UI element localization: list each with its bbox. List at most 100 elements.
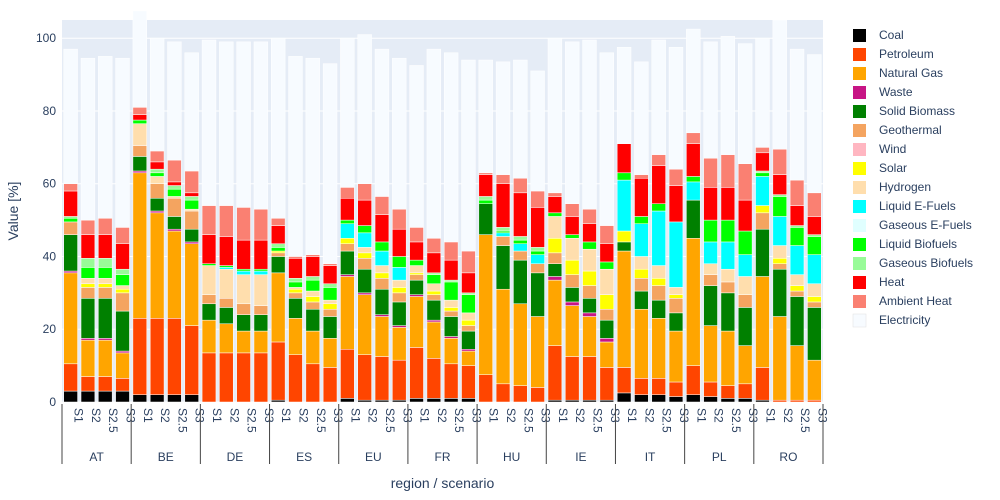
bar-segment-liquid-e-fuels[interactable] xyxy=(219,267,234,270)
bar-segment-electricity[interactable] xyxy=(599,52,614,226)
bar-segment-liquid-e-fuels[interactable] xyxy=(357,232,372,248)
bar-segment-heat[interactable] xyxy=(668,185,684,223)
bar-segment-geothermal[interactable] xyxy=(167,198,182,217)
bar-segment-natural-gas[interactable] xyxy=(738,345,753,385)
bar-segment-liquid-e-fuels[interactable] xyxy=(651,210,666,266)
bar-segment-solar[interactable] xyxy=(409,272,424,275)
bar-segment-solid-biomass[interactable] xyxy=(651,299,666,319)
bar-segment-hydrogen[interactable] xyxy=(219,268,234,299)
bar-segment-geothermal[interactable] xyxy=(599,308,614,321)
bar-segment-hydrogen[interactable] xyxy=(80,278,96,285)
bar-segment-geothermal[interactable] xyxy=(668,298,684,314)
bar-segment-ambient-heat[interactable] xyxy=(495,174,511,184)
bar-segment-liquid-e-fuels[interactable] xyxy=(789,245,805,275)
bar-segment-geothermal[interactable] xyxy=(634,278,649,292)
bar-segment-coal[interactable] xyxy=(686,394,701,403)
bar-segment-heat[interactable] xyxy=(132,114,147,121)
bar-segment-geothermal[interactable] xyxy=(80,287,96,299)
bar-segment-natural-gas[interactable] xyxy=(616,250,632,368)
bar-segment-liquid-e-fuels[interactable] xyxy=(236,270,251,275)
bar-segment-geothermal[interactable] xyxy=(201,294,217,305)
bar-segment-electricity[interactable] xyxy=(374,48,390,197)
bar-segment-geothermal[interactable] xyxy=(288,292,303,299)
bar-segment-petroleum[interactable] xyxy=(115,378,130,392)
bar-segment-liquid-biofuels[interactable] xyxy=(253,268,269,272)
bar-segment-gaseous-biofuels[interactable] xyxy=(167,185,182,190)
bar-segment-solid-biomass[interactable] xyxy=(253,314,269,332)
bar-segment-geothermal[interactable] xyxy=(63,221,78,235)
bar-segment-hydrogen[interactable] xyxy=(565,238,580,261)
bar-segment-solid-biomass[interactable] xyxy=(634,290,649,310)
bar-segment-heat[interactable] xyxy=(63,190,78,217)
bar-segment-ambient-heat[interactable] xyxy=(461,250,476,274)
bar-segment-ambient-heat[interactable] xyxy=(530,190,545,208)
bar-segment-petroleum[interactable] xyxy=(374,356,390,401)
bar-segment-liquid-biofuels[interactable] xyxy=(219,265,234,268)
bar-segment-liquid-biofuels[interactable] xyxy=(322,287,338,301)
bar-segment-ambient-heat[interactable] xyxy=(167,159,182,183)
bar-segment-coal[interactable] xyxy=(651,394,666,403)
bar-segment-solar[interactable] xyxy=(374,272,390,279)
bar-segment-ambient-heat[interactable] xyxy=(582,208,597,224)
bar-segment-gaseous-biofuels[interactable] xyxy=(772,194,787,197)
bar-segment-liquid-e-fuels[interactable] xyxy=(392,267,407,281)
bar-segment-natural-gas[interactable] xyxy=(167,230,182,319)
bar-segment-petroleum[interactable] xyxy=(132,318,147,395)
bar-segment-electricity[interactable] xyxy=(392,57,407,210)
bar-segment-natural-gas[interactable] xyxy=(184,243,199,326)
bar-segment-geothermal[interactable] xyxy=(443,310,459,317)
bar-segment-solid-biomass[interactable] xyxy=(789,296,805,346)
bar-segment-coal[interactable] xyxy=(132,394,147,403)
bar-segment-coal[interactable] xyxy=(547,399,563,403)
bar-segment-ambient-heat[interactable] xyxy=(547,192,563,197)
bar-segment-heat[interactable] xyxy=(288,258,303,279)
bar-segment-liquid-biofuels[interactable] xyxy=(201,263,217,266)
bar-segment-hydrogen[interactable] xyxy=(201,265,217,295)
bar-segment-liquid-biofuels[interactable] xyxy=(357,225,372,234)
bar-segment-heat[interactable] xyxy=(599,243,614,263)
bar-segment-liquid-e-fuels[interactable] xyxy=(530,254,545,265)
bar-segment-natural-gas[interactable] xyxy=(565,305,580,357)
bar-segment-heat[interactable] xyxy=(807,216,822,235)
bar-segment-electricity[interactable] xyxy=(357,34,372,184)
bar-segment-geothermal[interactable] xyxy=(305,301,320,310)
bar-segment-gaseous-biofuels[interactable] xyxy=(443,279,459,283)
bar-segment-liquid-biofuels[interactable] xyxy=(236,268,251,272)
bar-segment-ambient-heat[interactable] xyxy=(115,227,130,244)
bar-segment-electricity[interactable] xyxy=(478,59,493,174)
bar-segment-coal[interactable] xyxy=(565,399,580,403)
bar-segment-waste[interactable] xyxy=(149,210,165,214)
bar-segment-petroleum[interactable] xyxy=(236,352,251,403)
bar-segment-liquid-biofuels[interactable] xyxy=(738,230,753,255)
bar-segment-heat[interactable] xyxy=(357,199,372,226)
bar-segment-solar[interactable] xyxy=(271,250,286,254)
bar-segment-liquid-biofuels[interactable] xyxy=(98,267,113,279)
bar-segment-heat[interactable] xyxy=(651,165,666,204)
bar-segment-geothermal[interactable] xyxy=(651,285,666,301)
bar-segment-solar[interactable] xyxy=(461,319,476,326)
bar-segment-coal[interactable] xyxy=(184,394,199,403)
bar-segment-waste[interactable] xyxy=(340,274,355,277)
bar-segment-geothermal[interactable] xyxy=(755,212,770,230)
bar-segment-electricity[interactable] xyxy=(634,61,649,175)
bar-segment-electricity[interactable] xyxy=(305,57,320,255)
bar-segment-liquid-biofuels[interactable] xyxy=(409,259,424,266)
bar-segment-liquid-e-fuels[interactable] xyxy=(513,243,528,252)
bar-segment-ambient-heat[interactable] xyxy=(634,174,649,179)
bar-segment-heat[interactable] xyxy=(495,183,511,228)
bar-segment-electricity[interactable] xyxy=(340,37,355,188)
legend-item-liquid-e-fuels[interactable]: Liquid E-Fuels xyxy=(853,199,956,213)
bar-segment-ambient-heat[interactable] xyxy=(357,183,372,201)
bar-segment-electricity[interactable] xyxy=(582,39,597,210)
bar-segment-petroleum[interactable] xyxy=(547,345,563,401)
bar-segment-natural-gas[interactable] xyxy=(98,339,113,377)
bar-segment-ambient-heat[interactable] xyxy=(322,263,338,266)
bar-segment-heat[interactable] xyxy=(201,234,217,265)
bar-segment-solar[interactable] xyxy=(426,290,442,295)
bar-segment-ambient-heat[interactable] xyxy=(738,163,753,201)
bar-segment-petroleum[interactable] xyxy=(686,365,701,395)
bar-segment-coal[interactable] xyxy=(668,396,684,403)
bar-segment-heat[interactable] xyxy=(80,234,96,259)
bar-segment-coal[interactable] xyxy=(755,399,770,403)
bar-segment-solid-biomass[interactable] xyxy=(98,298,113,339)
